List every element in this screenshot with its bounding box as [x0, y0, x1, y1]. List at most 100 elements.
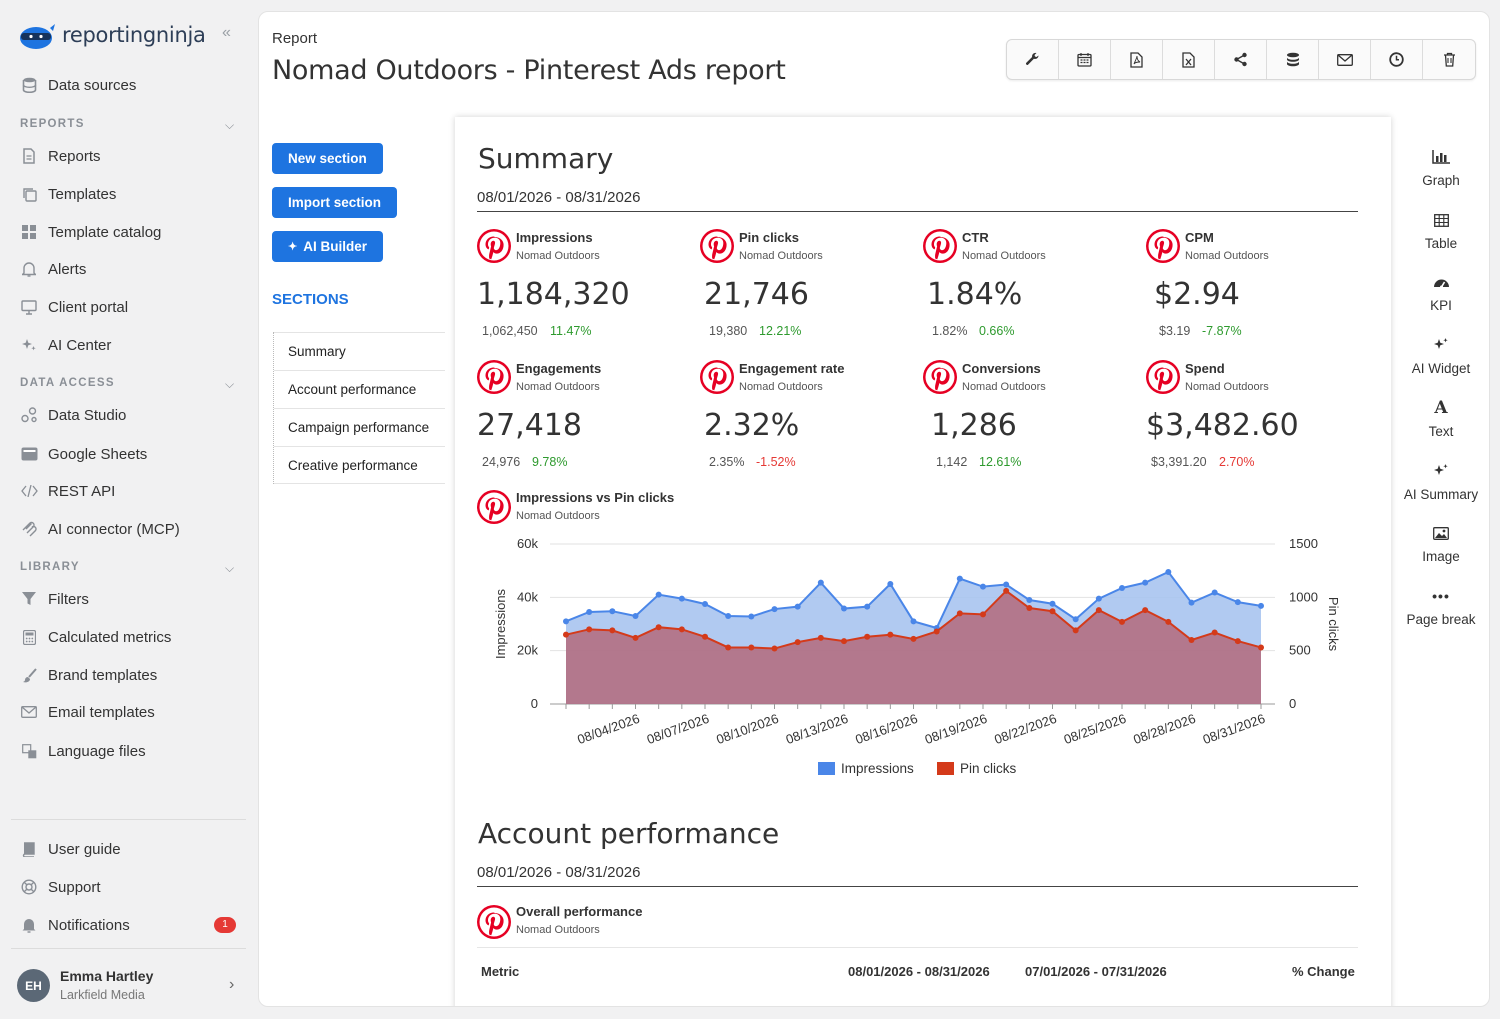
- chevron-down-icon[interactable]: ⌵: [225, 377, 235, 391]
- table-header-metric[interactable]: Metric: [481, 964, 520, 979]
- table-header-current-period[interactable]: 08/01/2026 - 08/31/2026: [848, 964, 990, 979]
- summary-date-range[interactable]: 08/01/2026 - 08/31/2026: [477, 189, 641, 206]
- bell-icon: [20, 916, 38, 934]
- palette-item-table[interactable]: Table: [1391, 211, 1489, 251]
- database-icon: [20, 76, 38, 94]
- sidebar-item-ai-connector[interactable]: AI connector (MCP): [20, 518, 180, 540]
- sidebar-item-reports[interactable]: Reports: [20, 145, 101, 167]
- table-header-previous-period[interactable]: 07/01/2026 - 07/31/2026: [1025, 964, 1167, 979]
- sidebar-item-template-catalog[interactable]: Template catalog: [20, 221, 161, 243]
- sidebar-item-templates[interactable]: Templates: [20, 183, 116, 205]
- database-icon[interactable]: [1267, 40, 1319, 79]
- palette-item-graph[interactable]: Graph: [1391, 148, 1489, 188]
- kpi-value: 27,418: [477, 408, 582, 443]
- pdf-icon[interactable]: [1111, 40, 1163, 79]
- x-tick-label: 08/13/2026: [784, 711, 850, 747]
- excel-icon[interactable]: [1163, 40, 1215, 79]
- share-icon[interactable]: [1215, 40, 1267, 79]
- clock-icon[interactable]: [1371, 40, 1423, 79]
- pin-clicks-point: [910, 635, 917, 642]
- palette-item-ai-summary[interactable]: AI Summary: [1391, 462, 1489, 502]
- breadcrumb[interactable]: Report: [272, 30, 318, 47]
- mcp-icon: [20, 520, 38, 538]
- palette-item-ai-widget[interactable]: AI Widget: [1391, 336, 1489, 376]
- collapse-sidebar-icon[interactable]: «: [222, 24, 231, 41]
- sidebar-item-ai-center[interactable]: AI Center: [20, 334, 111, 356]
- pinterest-icon: [700, 229, 734, 263]
- impressions-point: [1165, 569, 1172, 575]
- kpi-card[interactable]: Engagement rate Nomad Outdoors 2.32% 2.35% -…: [700, 360, 920, 480]
- overall-performance-title: Overall performance: [516, 904, 643, 919]
- trash-icon[interactable]: [1423, 40, 1475, 79]
- y-left-axis-title: Impressions: [493, 588, 508, 659]
- chevron-down-icon[interactable]: ⌵: [225, 561, 235, 575]
- new-section-button[interactable]: New section: [272, 143, 383, 174]
- palette-item-kpi[interactable]: KPI: [1391, 273, 1489, 313]
- pin-clicks-point: [841, 638, 847, 645]
- pin-clicks-area: [566, 590, 1261, 704]
- ai-builder-label: AI Builder: [303, 239, 367, 254]
- sidebar-item-alerts[interactable]: Alerts: [20, 258, 86, 280]
- section-item-summary[interactable]: Summary: [274, 332, 445, 370]
- chart-widget[interactable]: Impressions vs Pin clicks Nomad Outdoors…: [455, 477, 1391, 777]
- sidebar-item-data-studio[interactable]: Data Studio: [20, 404, 126, 426]
- pin-clicks-point: [1026, 605, 1033, 611]
- wrench-icon[interactable]: [1007, 40, 1059, 79]
- pin-clicks-point: [1049, 608, 1056, 615]
- chevron-down-icon[interactable]: ⌵: [225, 118, 235, 132]
- kpi-card[interactable]: CTR Nomad Outdoors 1.84% 1.82% 0.66%: [923, 229, 1143, 349]
- chevron-right-icon[interactable]: ›: [229, 976, 235, 993]
- summary-rule: [477, 211, 1358, 212]
- sidebar-item-google-sheets[interactable]: Google Sheets: [20, 443, 147, 465]
- envelope-icon[interactable]: [1319, 40, 1371, 79]
- sidebar-item-support[interactable]: Support: [20, 876, 101, 898]
- brand-logo[interactable]: reportingninja: [18, 20, 206, 50]
- user-org: Larkfield Media: [60, 988, 145, 1002]
- section-item-account-performance[interactable]: Account performance: [274, 370, 445, 408]
- calendar-icon[interactable]: [1059, 40, 1111, 79]
- palette-item-image[interactable]: Image: [1391, 524, 1489, 564]
- sidebar-item-brand-templates[interactable]: Brand templates: [20, 664, 157, 686]
- sidebar-item-label: Email templates: [48, 703, 155, 721]
- section-item-campaign-performance[interactable]: Campaign performance: [274, 408, 445, 446]
- palette-item-page-break[interactable]: ••• Page break: [1391, 587, 1489, 627]
- impressions-point: [632, 613, 639, 619]
- kpi-card[interactable]: Engagements Nomad Outdoors 27,418 24,976 9.7…: [477, 360, 697, 480]
- summary-title[interactable]: Summary: [478, 142, 614, 175]
- sidebar-item-notifications[interactable]: Notifications: [20, 914, 130, 936]
- sidebar-item-data-sources[interactable]: Data sources: [20, 74, 136, 96]
- table-header-change[interactable]: % Change: [1292, 964, 1355, 979]
- dots-icon: •••: [1432, 588, 1450, 604]
- section-item-creative-performance[interactable]: Creative performance: [274, 446, 445, 484]
- sidebar-item-user-guide[interactable]: User guide: [20, 838, 121, 860]
- sidebar-item-calculated-metrics[interactable]: Calculated metrics: [20, 626, 171, 648]
- account-performance-title[interactable]: Account performance: [478, 817, 780, 850]
- kpi-card[interactable]: CPM Nomad Outdoors $2.94 $3.19 -7.87%: [1146, 229, 1366, 349]
- filter-icon: [20, 590, 38, 608]
- sidebar-item-rest-api[interactable]: REST API: [20, 480, 115, 502]
- grid-icon: [20, 223, 38, 241]
- kpi-source: Nomad Outdoors: [739, 381, 823, 393]
- ai-builder-button[interactable]: ✦ AI Builder: [272, 231, 383, 262]
- impressions-point: [1258, 602, 1264, 609]
- kpi-card[interactable]: Impressions Nomad Outdoors 1,184,320 1,062,…: [477, 229, 697, 349]
- sidebar-item-client-portal[interactable]: Client portal: [20, 296, 128, 318]
- sidebar-item-label: Reports: [48, 147, 101, 165]
- palette-item-text[interactable]: A Text: [1391, 398, 1489, 439]
- account-date-range[interactable]: 08/01/2026 - 08/31/2026: [477, 864, 641, 881]
- kpi-card[interactable]: Pin clicks Nomad Outdoors 21,746 19,380 12.2…: [700, 229, 920, 349]
- kpi-value: $3,482.60: [1146, 408, 1299, 443]
- book-icon: [20, 840, 38, 858]
- y-right-tick-label: 1500: [1289, 536, 1318, 551]
- kpi-card[interactable]: Conversions Nomad Outdoors 1,286 1,142 12.61…: [923, 360, 1143, 480]
- import-section-button[interactable]: Import section: [272, 187, 398, 218]
- kpi-source: Nomad Outdoors: [516, 381, 600, 393]
- avatar[interactable]: EH: [17, 969, 50, 1002]
- user-name[interactable]: Emma Hartley: [60, 968, 154, 984]
- data-studio-icon: [20, 406, 38, 424]
- sidebar-item-filters[interactable]: Filters: [20, 588, 89, 610]
- kpi-card[interactable]: Spend Nomad Outdoors $3,482.60 $3,391.20 2.7…: [1146, 360, 1366, 480]
- kpi-name: Impressions: [516, 230, 593, 245]
- sidebar-item-email-templates[interactable]: Email templates: [20, 701, 155, 723]
- sidebar-item-language-files[interactable]: Language files: [20, 740, 146, 762]
